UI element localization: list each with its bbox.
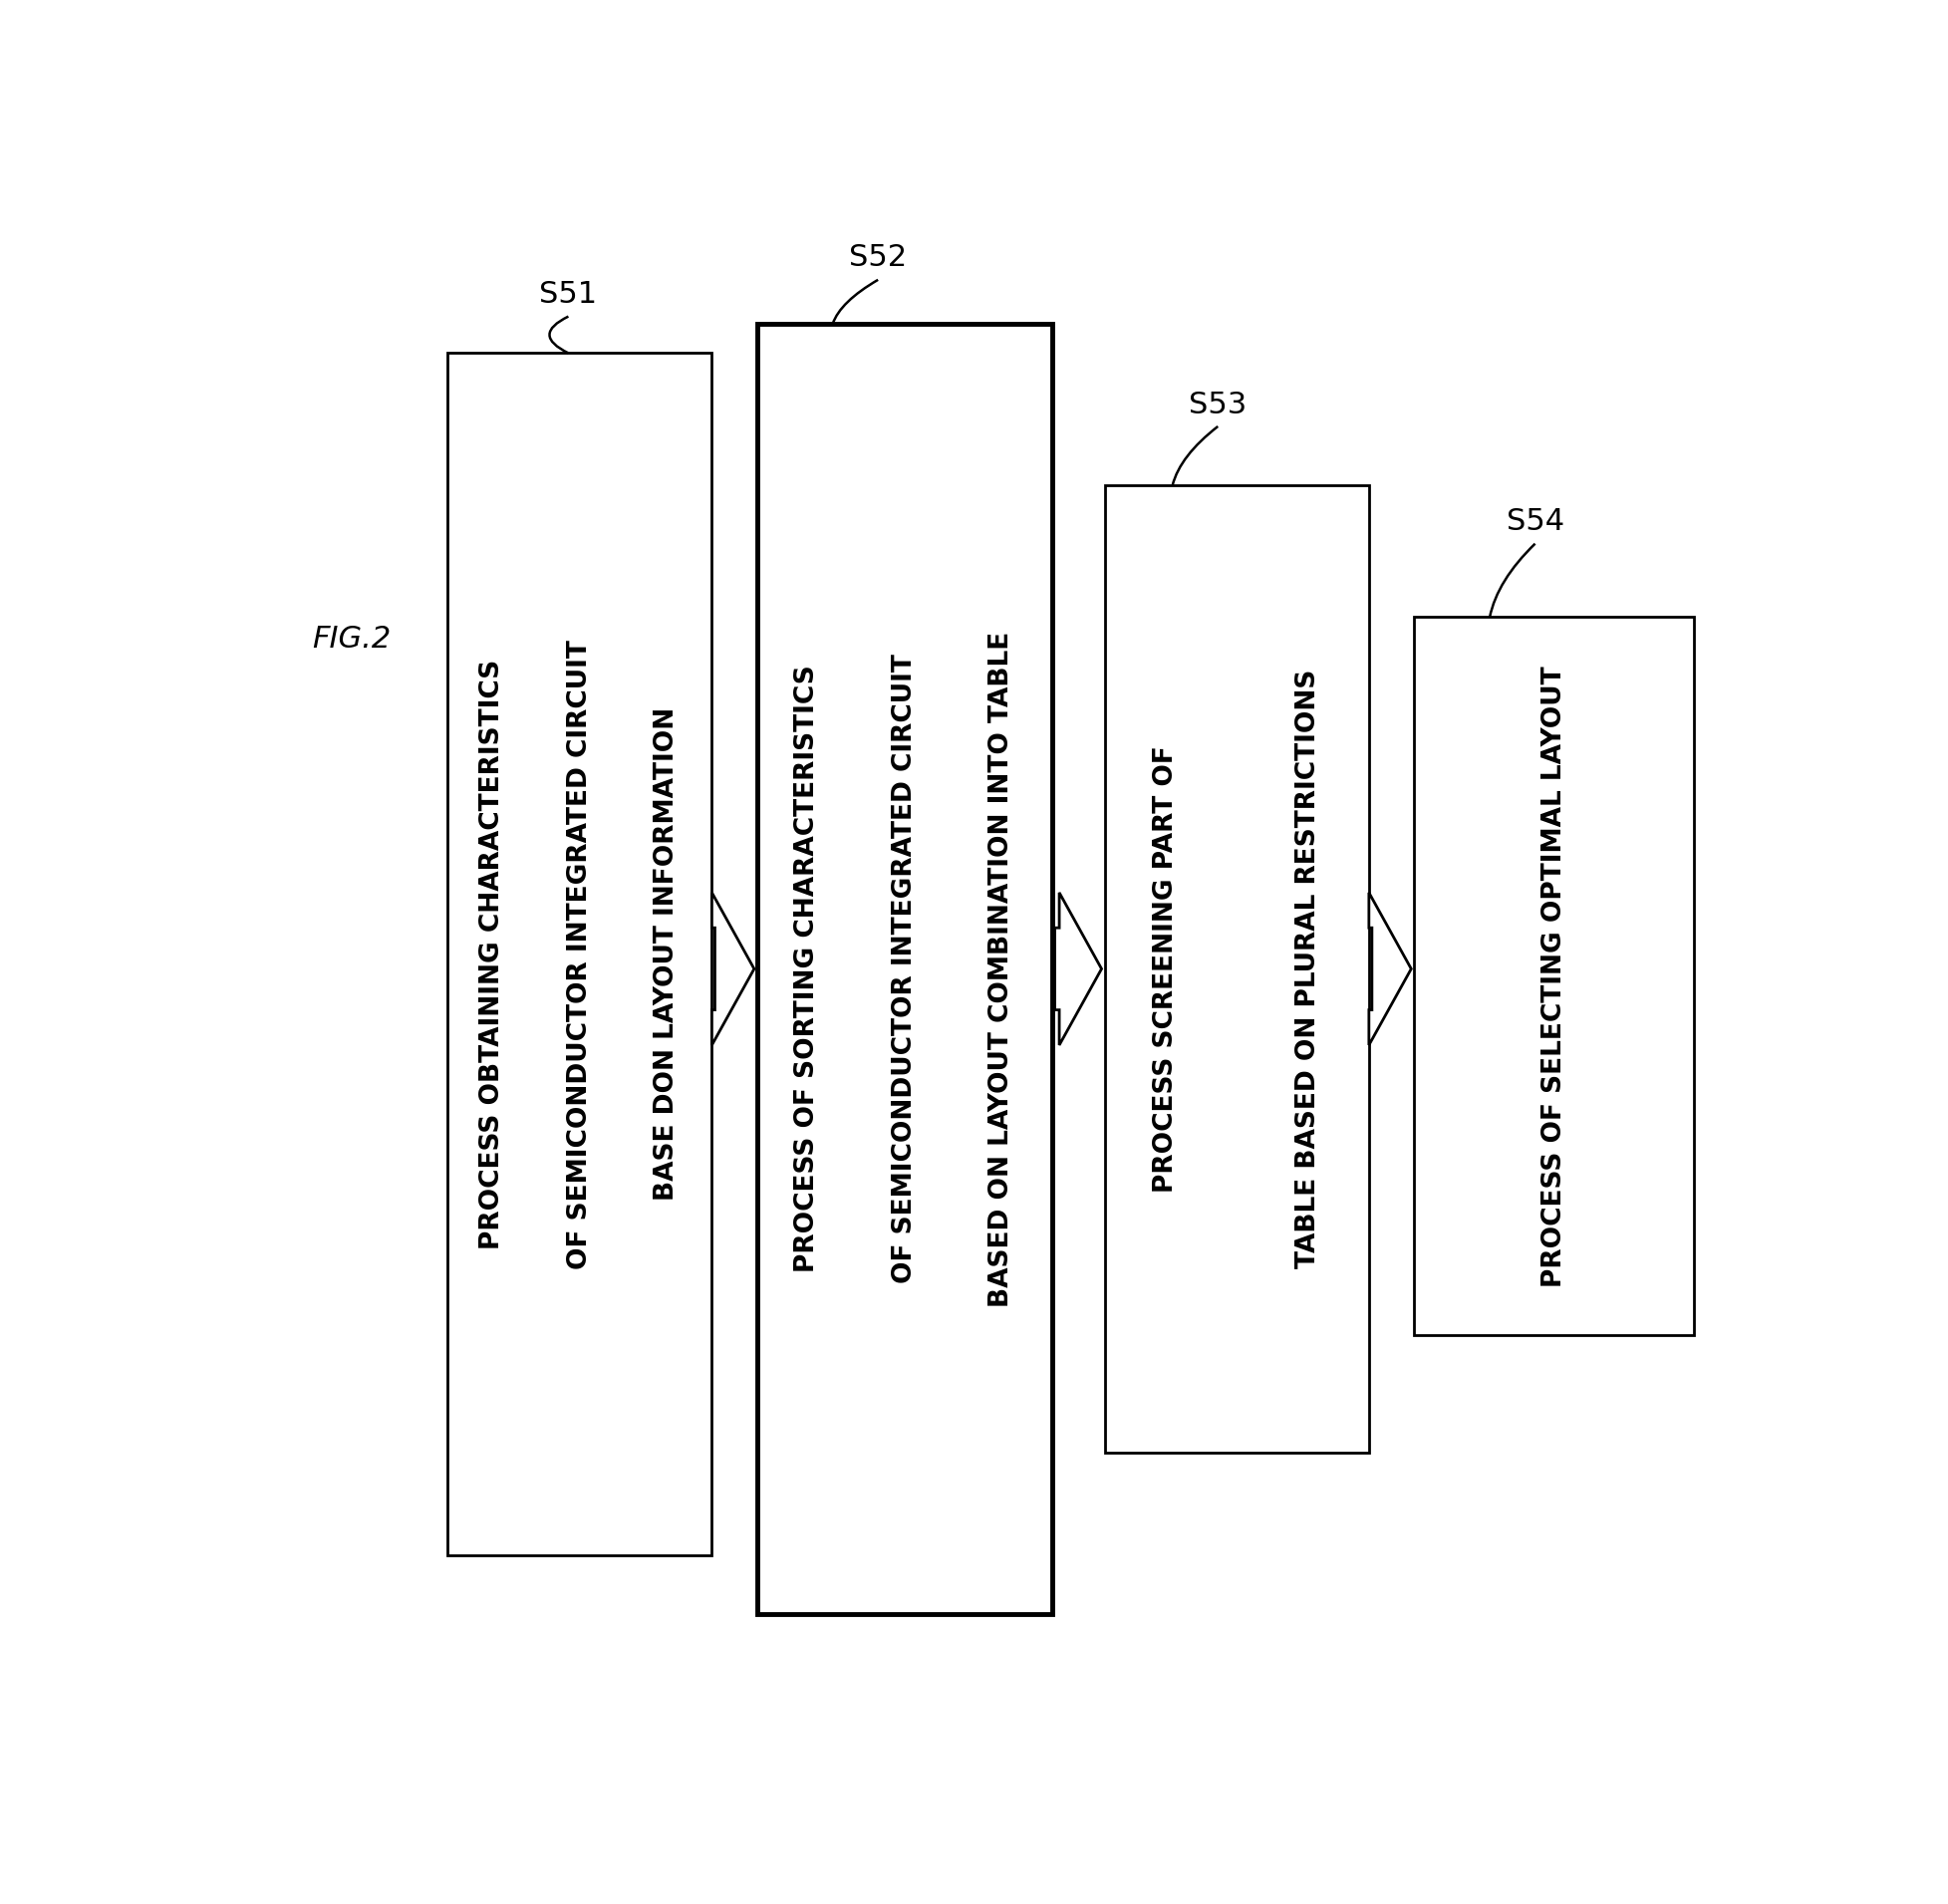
Text: OF SEMICONDUCTOR INTEGRATED CIRCUIT: OF SEMICONDUCTOR INTEGRATED CIRCUIT: [567, 640, 592, 1268]
PathPatch shape: [1367, 893, 1410, 1045]
Text: S53: S53: [1188, 390, 1247, 419]
Bar: [1105, 486, 1367, 1453]
Text: FIG.2: FIG.2: [312, 625, 390, 653]
Text: S52: S52: [849, 244, 906, 272]
Text: S51: S51: [540, 280, 596, 308]
Text: TABLE BASED ON PLURAL RESTRICTIONS: TABLE BASED ON PLURAL RESTRICTIONS: [1295, 670, 1321, 1268]
Text: PROCESS OF SORTING CHARACTERISTICS: PROCESS OF SORTING CHARACTERISTICS: [795, 664, 820, 1272]
Text: S54: S54: [1506, 508, 1562, 537]
Text: BASED ON LAYOUT COMBINATION INTO TABLE: BASED ON LAYOUT COMBINATION INTO TABLE: [988, 630, 1015, 1306]
Bar: [1414, 617, 1693, 1335]
Bar: [756, 324, 1052, 1615]
Text: PROCESS SCREENING PART OF: PROCESS SCREENING PART OF: [1151, 744, 1179, 1192]
Text: BASE DON LAYOUT INFORMATION: BASE DON LAYOUT INFORMATION: [655, 708, 680, 1201]
Text: PROCESS OBTAINING CHARACTERISTICS: PROCESS OBTAINING CHARACTERISTICS: [479, 659, 505, 1249]
PathPatch shape: [711, 893, 754, 1045]
Bar: [448, 352, 711, 1556]
PathPatch shape: [1054, 893, 1101, 1045]
Text: OF SEMICONDUCTOR INTEGRATED CIRCUIT: OF SEMICONDUCTOR INTEGRATED CIRCUIT: [890, 655, 918, 1283]
Text: PROCESS OF SELECTING OPTIMAL LAYOUT: PROCESS OF SELECTING OPTIMAL LAYOUT: [1541, 666, 1566, 1287]
